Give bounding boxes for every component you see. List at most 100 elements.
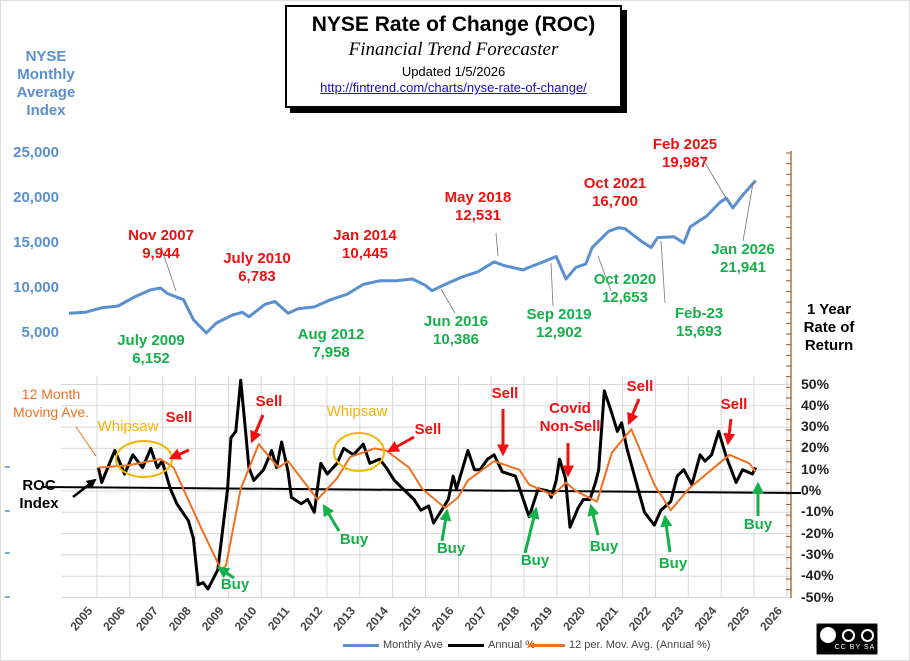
peak-annotation: Jan 2014 10,445	[333, 227, 396, 263]
y-left-tick-label: 20,000	[13, 189, 59, 206]
chart-url-link[interactable]: http://fintrend.com/charts/nyse-rate-of-…	[320, 80, 587, 95]
annotation-text: Sell	[491, 385, 519, 402]
whipsaw-circle	[115, 440, 173, 478]
annotation-text: Buy	[589, 538, 619, 555]
annotation-text: 19,987	[662, 154, 708, 171]
legend-label: Monthly Ave	[383, 639, 443, 651]
whipsaw-circle	[333, 432, 385, 472]
annotation-text: 12 Month	[21, 386, 81, 402]
x-tick-label: 2018	[494, 604, 522, 634]
leader-line	[742, 182, 754, 242]
sa-icon	[861, 628, 874, 642]
annotation-text: Oct 2021	[583, 175, 647, 192]
annotation-text: Nov 2007	[128, 227, 194, 244]
roc-index-label: ROC Index	[19, 477, 58, 513]
annotation-text: Feb 2025	[652, 136, 718, 153]
annotation-text: 6,152	[132, 350, 170, 367]
covid-non-sell-label: Covid Non-Sell	[540, 400, 601, 436]
legend-label: 12 per. Mov. Avg. (Annual %)	[569, 639, 711, 651]
annotation-text: Sell	[720, 396, 748, 413]
y-right-tick-label: -10%	[801, 503, 834, 520]
sell-label: Sell	[492, 385, 519, 403]
sell-arrow	[723, 418, 736, 446]
axis-title-line: Average	[16, 84, 76, 101]
badge-icons	[817, 627, 877, 643]
annotation-text: Buy	[743, 516, 773, 533]
annotation-text: Buy	[520, 552, 550, 569]
x-tick-label: 2012	[297, 604, 325, 634]
sell-arrow	[250, 414, 265, 444]
x-tick-label: 2024	[692, 604, 720, 634]
y-right-tick-label: -20%	[801, 524, 834, 541]
trough-annotation: July 2009 6,152	[117, 332, 185, 368]
annotation-text: 10,386	[433, 331, 479, 348]
axis-title-line: Rate of	[803, 319, 855, 336]
monthly-ave-line	[68, 179, 757, 335]
buy-arrow	[322, 503, 341, 532]
x-tick-label: 2013	[330, 604, 358, 634]
peak-annotation: July 2010 6,783	[223, 250, 291, 286]
updated-date: Updated 1/5/2026	[401, 64, 506, 79]
annotation-text: 15,693	[676, 323, 722, 340]
y-left-tick-label: 10,000	[13, 279, 59, 296]
buy-label: Buy	[521, 552, 549, 570]
buy-label: Buy	[590, 538, 618, 556]
whipsaw-label: Whipsaw	[98, 418, 159, 436]
sell-label: Sell	[627, 378, 654, 396]
annotation-text: 16,700	[592, 193, 638, 210]
annotation-text: 21,941	[720, 259, 766, 276]
annotation-text: Non-Sell	[539, 418, 601, 435]
trough-annotation: Jan 2026 21,941	[711, 241, 774, 277]
y-right-tick-label: 50%	[801, 375, 830, 392]
x-tick-label: 2007	[133, 604, 161, 634]
axis-title-line: Return	[804, 337, 854, 354]
sell-label: Sell	[721, 396, 748, 414]
axis-title-line: ROC	[22, 477, 56, 494]
annotation-text: July 2009	[117, 332, 185, 349]
buy-arrow	[523, 506, 540, 554]
axis-title-line: NYSE	[25, 48, 67, 65]
x-tick-label: 2021	[593, 604, 621, 634]
buy-label: Buy	[659, 555, 687, 573]
cc-license-badge[interactable]: cc by sa	[816, 623, 878, 655]
y-right-tick-label: -50%	[801, 588, 834, 605]
sell-arrow	[386, 435, 415, 453]
buy-label: Buy	[437, 540, 465, 558]
annotation-text: Jan 2014	[333, 227, 397, 244]
buy-label: Buy	[744, 516, 772, 534]
buy-label: Buy	[221, 576, 249, 594]
x-tick-label: 2008	[166, 604, 194, 634]
x-tick-label: 2026	[757, 604, 785, 634]
annotation-text: Feb-23	[674, 305, 724, 322]
annotation-text: 12,531	[455, 207, 501, 224]
annotation-text: Aug 2012	[297, 326, 365, 343]
x-tick-label: 2006	[100, 604, 128, 634]
legend-monthly: Monthly Ave	[343, 639, 443, 651]
buy-arrow	[439, 508, 452, 542]
annotation-text: 9,944	[142, 245, 180, 262]
axis-title-line: Index	[19, 495, 59, 512]
y-right-tick-label: -30%	[801, 545, 834, 562]
leader-line	[160, 246, 177, 292]
sell-label: Sell	[256, 393, 283, 411]
sell-arrow	[168, 448, 190, 460]
annotation-text: Whipsaw	[97, 418, 159, 435]
leader-line	[440, 288, 456, 314]
legend-label: Annual %	[488, 639, 536, 651]
buy-arrow	[587, 503, 600, 536]
trough-annotation: Aug 2012 7,958	[298, 326, 365, 362]
x-tick-label: 2014	[363, 604, 391, 634]
annotation-text: Buy	[220, 576, 250, 593]
x-tick-label: 2016	[429, 604, 457, 634]
annotation-text: 12,902	[536, 324, 582, 341]
sell-arrow	[627, 398, 641, 426]
leader-line	[495, 232, 499, 257]
annotation-text: Jun 2016	[423, 313, 489, 330]
y-right-tick-label: 30%	[801, 418, 830, 435]
annotation-text: Sell	[255, 393, 283, 410]
x-tick-label: 2009	[199, 604, 227, 634]
leader-line	[660, 240, 666, 304]
by-icon	[842, 628, 855, 642]
axis-title-line: Monthly	[17, 66, 75, 83]
